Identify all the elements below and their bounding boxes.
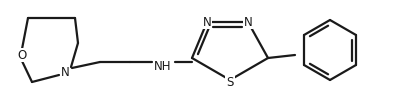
Text: N: N — [60, 66, 69, 78]
Text: N: N — [203, 15, 212, 29]
Text: N: N — [244, 15, 252, 29]
Text: S: S — [226, 75, 234, 88]
Text: O: O — [17, 49, 27, 61]
Text: NH: NH — [154, 60, 172, 74]
